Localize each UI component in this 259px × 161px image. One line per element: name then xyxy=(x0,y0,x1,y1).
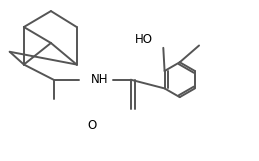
Text: NH: NH xyxy=(91,73,109,86)
Text: O: O xyxy=(88,119,97,133)
Text: HO: HO xyxy=(135,33,153,46)
